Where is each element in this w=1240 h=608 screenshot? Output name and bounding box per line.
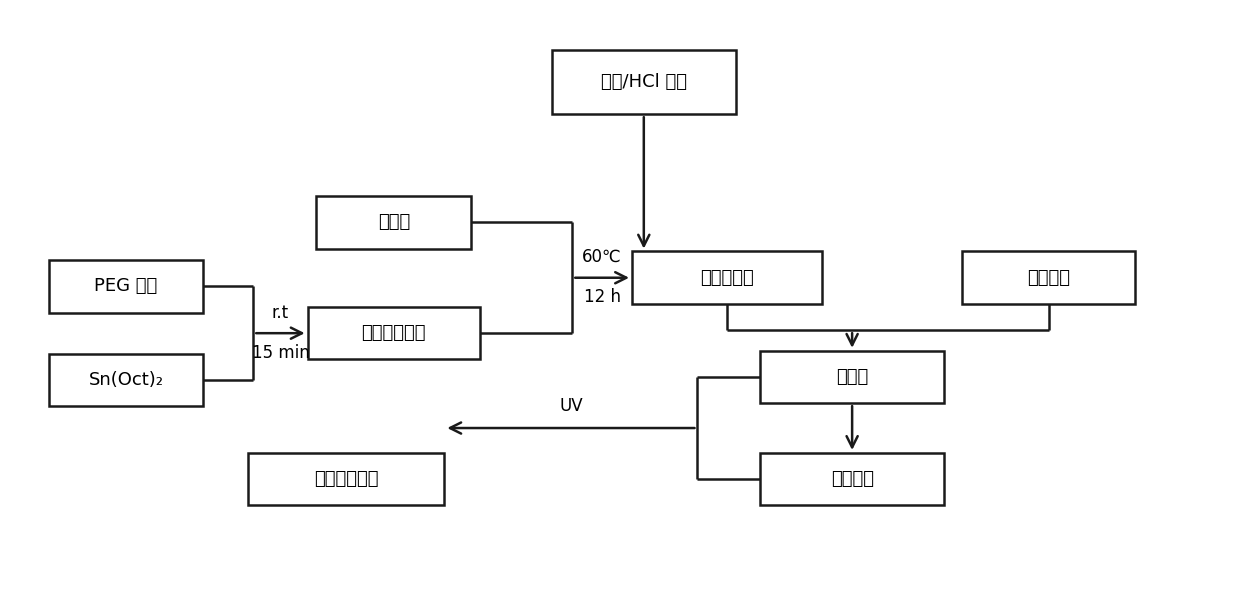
- Bar: [308, 307, 480, 359]
- Bar: [316, 196, 471, 249]
- Text: 酒精/HCl 沉淠: 酒精/HCl 沉淠: [601, 73, 687, 91]
- Bar: [760, 351, 945, 403]
- Text: Sn(Oct)₂: Sn(Oct)₂: [88, 371, 164, 389]
- Text: 己内酯: 己内酯: [378, 213, 410, 231]
- Text: 预聚物: 预聚物: [836, 368, 868, 386]
- Bar: [632, 252, 822, 304]
- Text: r.t: r.t: [272, 303, 289, 322]
- Text: 大分子引发剑: 大分子引发剑: [362, 324, 427, 342]
- Text: 15 min: 15 min: [252, 344, 309, 362]
- Text: 光引发剑: 光引发剑: [831, 470, 874, 488]
- Bar: [552, 50, 737, 114]
- Bar: [48, 354, 203, 406]
- Text: 60℃: 60℃: [583, 248, 622, 266]
- Text: 固化后的树脂: 固化后的树脂: [314, 470, 378, 488]
- Bar: [760, 453, 945, 505]
- Bar: [248, 453, 444, 505]
- Text: PEG 除水: PEG 除水: [94, 277, 157, 295]
- Bar: [48, 260, 203, 313]
- Text: 12 h: 12 h: [584, 288, 621, 306]
- Text: 丙烯酰氯: 丙烯酰氯: [1027, 269, 1070, 287]
- Text: UV: UV: [559, 397, 583, 415]
- Bar: [962, 252, 1135, 304]
- Text: 嵌段聚合物: 嵌段聚合物: [701, 269, 754, 287]
